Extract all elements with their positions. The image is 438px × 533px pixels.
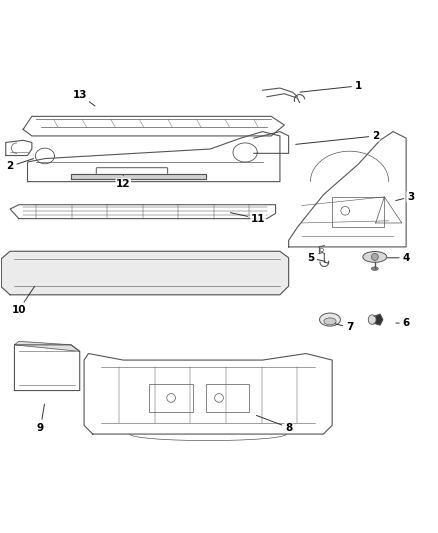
Text: 13: 13 [72, 90, 95, 106]
Bar [149, 384, 193, 413]
Bar [332, 197, 385, 228]
Polygon shape [14, 341, 80, 351]
Circle shape [167, 393, 176, 402]
Text: 1: 1 [300, 81, 362, 92]
Ellipse shape [320, 313, 340, 326]
Text: 7: 7 [335, 322, 353, 333]
Text: 8: 8 [256, 415, 292, 433]
Text: 9: 9 [37, 404, 44, 433]
Ellipse shape [371, 267, 378, 270]
Text: 2: 2 [7, 159, 34, 172]
Circle shape [215, 393, 223, 402]
Circle shape [320, 248, 323, 252]
Polygon shape [1, 251, 289, 295]
Text: 10: 10 [11, 286, 35, 315]
Ellipse shape [363, 252, 387, 262]
Circle shape [371, 254, 378, 261]
Text: 4: 4 [387, 253, 410, 263]
Text: 12: 12 [116, 175, 131, 189]
FancyBboxPatch shape [96, 168, 168, 177]
Text: 11: 11 [230, 213, 265, 224]
Text: 6: 6 [396, 318, 410, 328]
Bar [206, 384, 250, 413]
Polygon shape [374, 314, 383, 325]
Ellipse shape [324, 318, 336, 325]
Polygon shape [71, 174, 206, 180]
Text: 5: 5 [307, 253, 325, 263]
Ellipse shape [368, 315, 376, 325]
Text: 2: 2 [296, 131, 379, 144]
Text: 3: 3 [396, 192, 414, 202]
